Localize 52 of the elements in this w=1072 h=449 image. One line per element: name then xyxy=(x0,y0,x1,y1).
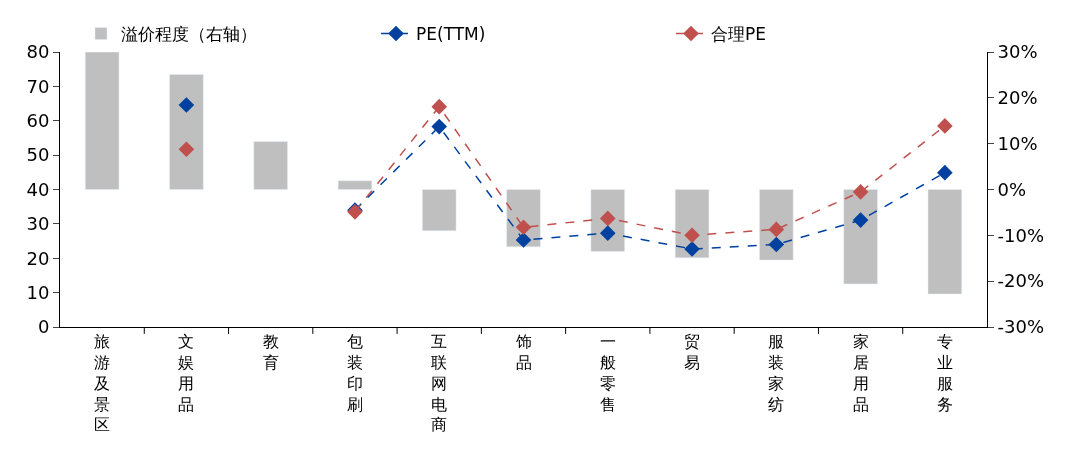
y2-tick-label: 10% xyxy=(997,132,1038,154)
point xyxy=(599,225,616,241)
bar xyxy=(927,189,962,295)
y2-tick-label: -10% xyxy=(997,224,1045,246)
legend-label: PE(TTM) xyxy=(416,24,486,45)
x-tick-label: 旅游及景区 xyxy=(94,332,111,435)
point xyxy=(684,227,700,244)
bar xyxy=(422,189,457,231)
y-tick-label: 60 xyxy=(26,110,50,132)
bar xyxy=(169,74,204,190)
y-tick-label: 20 xyxy=(26,247,50,269)
point xyxy=(852,184,869,200)
y2-tick-label: 0% xyxy=(997,178,1027,200)
point xyxy=(768,236,785,253)
point xyxy=(515,232,532,248)
y-tick-label: 70 xyxy=(26,75,50,97)
bar xyxy=(337,180,373,190)
point xyxy=(178,141,195,158)
x-tick-label: 专业服务 xyxy=(936,332,953,414)
y2-tick-label: -30% xyxy=(997,316,1045,338)
x-tick-label: 一般零售 xyxy=(599,332,616,414)
y2-tick-label: 30% xyxy=(997,41,1038,63)
point xyxy=(684,241,700,257)
y-tick-label: 0 xyxy=(37,316,50,338)
y-tick-label: 50 xyxy=(26,144,50,166)
bar xyxy=(85,52,120,190)
y2-tick-label: -20% xyxy=(997,270,1045,292)
x-tick-label: 饰品 xyxy=(514,332,532,372)
y-tick-label: 40 xyxy=(26,178,50,200)
x-tick-label: 文娱用品 xyxy=(178,332,195,414)
point xyxy=(768,221,785,238)
bar xyxy=(253,141,288,190)
legend-label: 溢价程度（右轴） xyxy=(121,24,257,45)
point xyxy=(431,98,448,115)
point xyxy=(937,164,953,181)
y-tick-label: 10 xyxy=(26,281,50,303)
x-tick-label: 贸易 xyxy=(684,332,701,372)
x-tick-label: 包装印刷 xyxy=(346,332,363,414)
y2-tick-label: 20% xyxy=(997,87,1038,109)
y-tick-label: 80 xyxy=(26,41,50,63)
legend-label: 合理PE xyxy=(711,24,766,45)
x-tick-label: 服装家纺 xyxy=(768,332,785,414)
y-tick-label: 30 xyxy=(26,213,50,235)
x-tick-label: 家居用品 xyxy=(852,332,869,414)
point xyxy=(178,97,195,113)
bar xyxy=(843,189,878,285)
point xyxy=(515,219,532,236)
point xyxy=(937,118,953,134)
x-tick-label: 互联网电商 xyxy=(431,332,448,435)
point xyxy=(431,118,448,135)
point xyxy=(852,212,869,228)
x-tick-label: 教育 xyxy=(262,332,279,372)
